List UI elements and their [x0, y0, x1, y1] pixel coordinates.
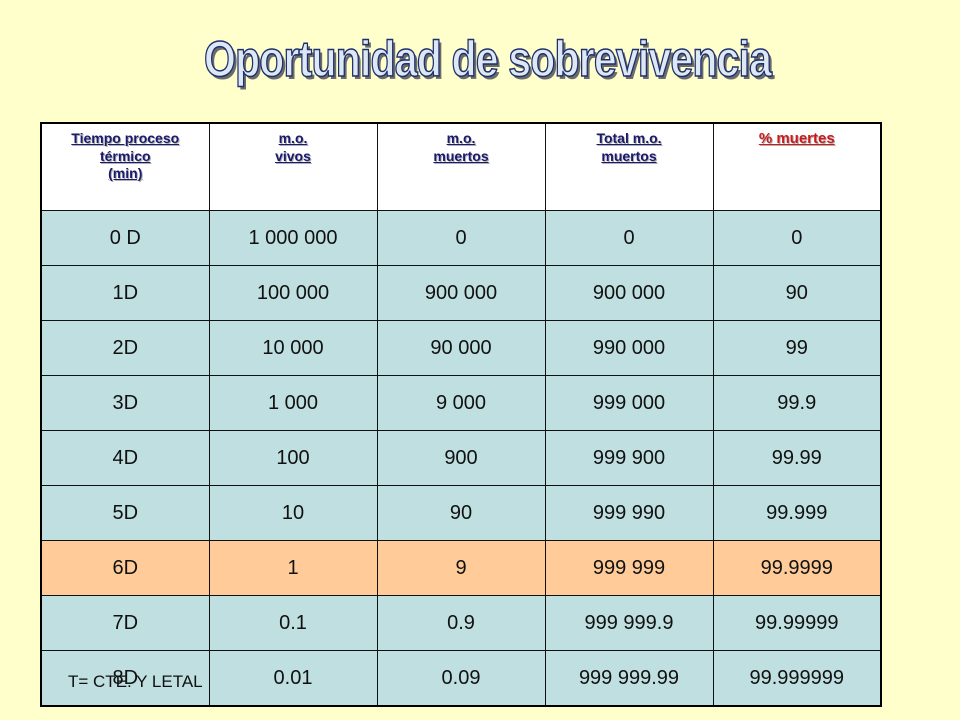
cell-tiempo: 5D [40, 485, 210, 541]
cell-pct-muertes: 99.999 [712, 485, 882, 541]
cell-pct-muertes: 99 [712, 320, 882, 376]
cell-vivos: 1 000 000 [208, 210, 378, 266]
page-title: Oportunidad de sobrevivencia [203, 30, 772, 88]
cell-tiempo: 4D [40, 430, 210, 486]
cell-muertos: 9 [376, 540, 546, 596]
header-muertos-line-1: m.o. [446, 130, 476, 146]
cell-tiempo: 1D [40, 265, 210, 321]
header-vivos-line-1: m.o. [278, 130, 308, 146]
header-muertos-line-2: muertos [433, 147, 489, 164]
cell-pct-muertes: 99.99 [712, 430, 882, 486]
cell-total-muertos: 990 000 [544, 320, 714, 376]
table-row: 8D 0.01 0.09 999 999.99 99.999999 [40, 650, 882, 707]
cell-total-muertos: 999 999 [544, 540, 714, 596]
cell-pct-muertes: 99.9999 [712, 540, 882, 596]
header-tiempo-line-1: Tiempo proceso [71, 130, 180, 146]
cell-vivos: 10 [208, 485, 378, 541]
cell-tiempo: 0 D [40, 210, 210, 266]
cell-muertos: 0.9 [376, 595, 546, 651]
table-row: 6D 1 9 999 999 99.9999 [40, 540, 882, 596]
cell-total-muertos: 999 990 [544, 485, 714, 541]
cell-total-muertos: 0 [544, 210, 714, 266]
cell-vivos: 0.1 [208, 595, 378, 651]
cell-vivos: 100 [208, 430, 378, 486]
table-row: 5D 10 90 999 990 99.999 [40, 485, 882, 541]
cell-vivos: 1 [208, 540, 378, 596]
table-header: Tiempo proceso térmico (min) m.o. vivos … [40, 122, 882, 211]
table-row: 3D 1 000 9 000 999 000 99.9 [40, 375, 882, 431]
header-total-line-1: Total m.o. [596, 130, 662, 146]
header-pct-line-1: % muertes [758, 130, 835, 147]
cell-tiempo: 3D [40, 375, 210, 431]
header-vivos-line-2: vivos [275, 147, 311, 164]
cell-muertos: 9 000 [376, 375, 546, 431]
cell-total-muertos: 900 000 [544, 265, 714, 321]
header-total-muertos: Total m.o. muertos [544, 122, 714, 211]
cell-tiempo: 2D [40, 320, 210, 376]
cell-muertos: 900 [376, 430, 546, 486]
cell-vivos: 1 000 [208, 375, 378, 431]
table-row: 1D 100 000 900 000 900 000 90 [40, 265, 882, 321]
cell-total-muertos: 999 000 [544, 375, 714, 431]
cell-pct-muertes: 90 [712, 265, 882, 321]
header-vivos: m.o. vivos [208, 122, 378, 211]
cell-pct-muertes: 99.999999 [712, 650, 882, 707]
header-tiempo-line-2: térmico [99, 147, 151, 164]
cell-muertos: 90 [376, 485, 546, 541]
cell-vivos: 100 000 [208, 265, 378, 321]
cell-total-muertos: 999 999.9 [544, 595, 714, 651]
cell-vivos: 0.01 [208, 650, 378, 707]
cell-tiempo: 8D [40, 650, 210, 707]
cell-muertos: 0.09 [376, 650, 546, 707]
table-row: 7D 0.1 0.9 999 999.9 99.99999 [40, 595, 882, 651]
table-row: 2D 10 000 90 000 990 000 99 [40, 320, 882, 376]
footnote: T= CTE. Y LETAL [68, 672, 203, 691]
cell-pct-muertes: 0 [712, 210, 882, 266]
cell-vivos: 10 000 [208, 320, 378, 376]
cell-tiempo: 6D [40, 540, 210, 596]
cell-pct-muertes: 99.99999 [712, 595, 882, 651]
header-row: Tiempo proceso térmico (min) m.o. vivos … [40, 122, 882, 211]
cell-muertos: 900 000 [376, 265, 546, 321]
cell-pct-muertes: 99.9 [712, 375, 882, 431]
cell-tiempo: 7D [40, 595, 210, 651]
header-tiempo: Tiempo proceso térmico (min) [40, 122, 210, 211]
table-row: 4D 100 900 999 900 99.99 [40, 430, 882, 486]
header-muertos: m.o. muertos [376, 122, 546, 211]
header-tiempo-line-3: (min) [108, 165, 143, 181]
header-total-line-2: muertos [601, 147, 657, 164]
cell-total-muertos: 999 999.99 [544, 650, 714, 707]
cell-total-muertos: 999 900 [544, 430, 714, 486]
header-pct-muertes: % muertes [712, 122, 882, 211]
cell-muertos: 90 000 [376, 320, 546, 376]
survival-table: Tiempo proceso térmico (min) m.o. vivos … [40, 122, 882, 707]
cell-muertos: 0 [376, 210, 546, 266]
